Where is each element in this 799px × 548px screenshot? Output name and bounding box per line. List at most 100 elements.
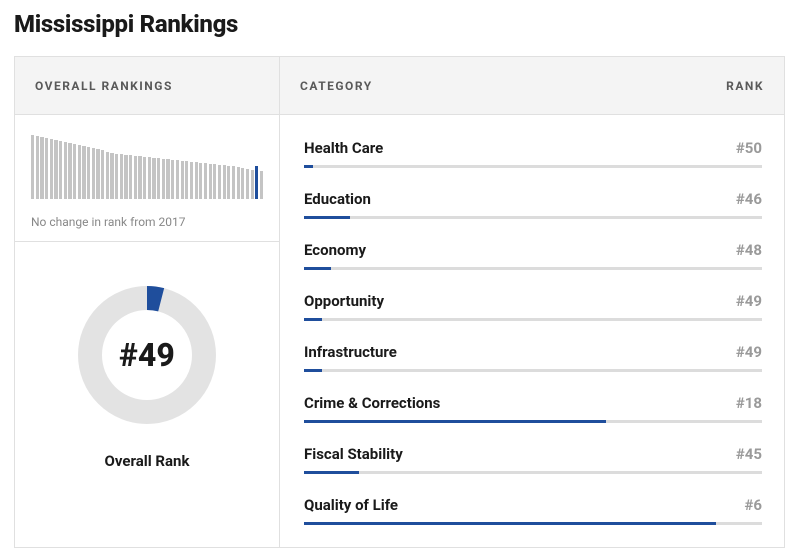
barchart-bar	[152, 158, 155, 199]
barchart-bar	[68, 143, 71, 199]
barchart-bar	[176, 160, 179, 199]
donut-section: #49 Overall Rank	[15, 242, 279, 490]
category-bar-fill	[304, 267, 331, 270]
barchart-bar	[185, 161, 188, 199]
barchart-bar	[92, 148, 95, 199]
barchart-bar	[171, 160, 174, 199]
category-bar-fill	[304, 369, 322, 372]
barchart-bar	[115, 154, 118, 199]
category-list: Health Care #50 Education #46 Economy #48 Oppo…	[280, 115, 784, 525]
barchart-bar	[101, 150, 104, 199]
barchart-bar	[134, 156, 137, 199]
barchart-bar	[232, 166, 235, 199]
barchart-bar	[199, 163, 202, 199]
category-bar-fill	[304, 420, 606, 423]
category-rank: #18	[736, 394, 762, 412]
category-name: Opportunity	[304, 292, 384, 310]
barchart-bar	[78, 145, 81, 199]
overall-header-label: OVERALL RANKINGS	[35, 79, 173, 93]
category-bar-track	[304, 420, 762, 423]
category-bar-fill	[304, 165, 313, 168]
barchart-bar	[227, 166, 230, 199]
category-column: CATEGORY RANK Health Care #50 Education #46…	[280, 57, 784, 547]
category-bar-track	[304, 216, 762, 219]
barchart-bar	[138, 156, 141, 199]
barchart-bar	[143, 157, 146, 199]
category-row[interactable]: Opportunity #49	[304, 292, 778, 321]
barchart-bar	[96, 149, 99, 199]
barchart-bars	[31, 135, 263, 199]
barchart-bar	[59, 141, 62, 199]
category-bar-fill	[304, 216, 350, 219]
barchart-bar	[209, 164, 212, 199]
category-row[interactable]: Health Care #50	[304, 139, 778, 168]
barchart-bar	[218, 165, 221, 199]
barchart-bar	[82, 146, 85, 199]
category-name: Crime & Corrections	[304, 394, 440, 412]
category-rank: #48	[736, 241, 762, 259]
category-name: Fiscal Stability	[304, 445, 403, 463]
category-name: Health Care	[304, 139, 383, 157]
barchart-bar	[255, 166, 258, 199]
barchart-bar	[190, 162, 193, 199]
barchart-bar	[162, 159, 165, 199]
category-header: CATEGORY RANK	[280, 57, 784, 115]
overall-column: OVERALL RANKINGS No change in rank from …	[15, 57, 280, 547]
category-row[interactable]: Infrastructure #49	[304, 343, 778, 372]
barchart-bar	[246, 169, 249, 199]
barchart-bar	[36, 136, 39, 199]
barchart-bar	[157, 158, 160, 199]
category-bar-fill	[304, 471, 359, 474]
rankings-panel: OVERALL RANKINGS No change in rank from …	[14, 56, 785, 548]
category-row[interactable]: Fiscal Stability #45	[304, 445, 778, 474]
barchart-bar	[120, 154, 123, 199]
barchart-bar	[223, 165, 226, 199]
category-bar-track	[304, 165, 762, 168]
category-rank: #46	[736, 190, 762, 208]
overall-rank-label: Overall Rank	[105, 452, 190, 470]
category-bar-track	[304, 522, 762, 525]
category-rank: #45	[736, 445, 762, 463]
category-name: Quality of Life	[304, 496, 398, 514]
category-header-left: CATEGORY	[300, 79, 373, 93]
barchart-bar	[241, 168, 244, 199]
overall-rank-donut: #49	[72, 280, 222, 430]
category-name: Infrastructure	[304, 343, 397, 361]
barchart-bar	[54, 140, 57, 199]
barchart-bar	[31, 135, 34, 199]
barchart-bar	[110, 153, 113, 199]
category-row[interactable]: Quality of Life #6	[304, 496, 778, 525]
barchart-caption: No change in rank from 2017	[31, 215, 263, 229]
barchart-bar	[124, 155, 127, 199]
barchart-bar	[181, 161, 184, 199]
barchart-bar	[50, 139, 53, 199]
barchart-bar	[87, 147, 90, 199]
category-name: Economy	[304, 241, 366, 259]
category-rank: #49	[736, 343, 762, 361]
category-bar-fill	[304, 522, 716, 525]
category-row[interactable]: Education #46	[304, 190, 778, 219]
category-header-right: RANK	[726, 79, 764, 93]
barchart-bar	[106, 152, 109, 199]
barchart-bar	[213, 164, 216, 199]
barchart-bar	[204, 163, 207, 199]
category-rank: #49	[736, 292, 762, 310]
category-rank: #6	[745, 496, 763, 514]
category-name: Education	[304, 190, 371, 208]
rank-barchart: No change in rank from 2017	[15, 115, 279, 242]
category-rank: #50	[736, 139, 762, 157]
barchart-bar	[64, 142, 67, 199]
barchart-bar	[195, 162, 198, 199]
barchart-bar	[237, 167, 240, 199]
category-row[interactable]: Economy #48	[304, 241, 778, 270]
category-row[interactable]: Crime & Corrections #18	[304, 394, 778, 423]
barchart-bar	[166, 159, 169, 199]
page-title: Mississippi Rankings	[14, 10, 785, 38]
category-bar-track	[304, 369, 762, 372]
overall-rank-value: #49	[72, 280, 222, 430]
barchart-bar	[45, 138, 48, 199]
barchart-bar	[129, 155, 132, 199]
barchart-bar	[73, 144, 76, 199]
overall-header: OVERALL RANKINGS	[15, 57, 279, 115]
barchart-bar	[40, 137, 43, 199]
